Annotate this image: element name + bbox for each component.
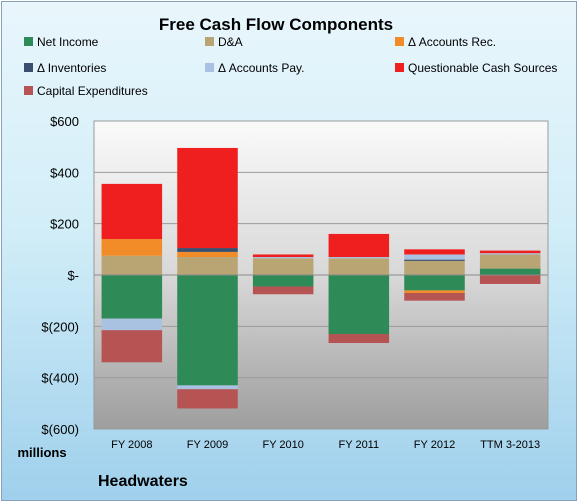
y-tick-label: $- (67, 268, 79, 283)
legend-label-inventories: Δ Inventories (37, 61, 106, 75)
bar-accounts-pay-fy-2010 (252, 257, 314, 259)
bar-net-income-fy-2010 (252, 275, 314, 287)
bar-accounts-rec-fy-2012 (404, 290, 465, 293)
bar-accounts-rec-fy-2008 (101, 239, 163, 256)
legend-swatch-d-a (205, 37, 214, 46)
bar-accounts-pay-ttm-3-2013 (479, 253, 541, 255)
bar-d-a-fy-2011 (328, 258, 390, 275)
x-axis: FY 2008 FY 2009 FY 2010 FY 2011 FY 2012 TTM 3… (111, 439, 540, 451)
bar-d-a-fy-2008 (101, 255, 163, 275)
legend-label-accounts-rec: Δ Accounts Rec. (408, 35, 496, 49)
bar-d-a-fy-2010 (252, 258, 314, 275)
x-tick-label: FY 2012 (414, 439, 455, 451)
y-tick-label: $200 (50, 217, 79, 232)
bar-questionable-cash-sources-ttm-3-2013 (479, 250, 541, 254)
x-tick-label: FY 2010 (262, 439, 303, 451)
bar-net-income-ttm-3-2013 (479, 268, 541, 275)
bar-net-income-fy-2012 (404, 275, 465, 291)
legend-swatch-capital-expenditures (24, 86, 33, 95)
legend-label-net-income: Net Income (37, 35, 99, 49)
units-label: millions (17, 445, 66, 460)
company-label: Headwaters (98, 473, 188, 490)
y-tick-label: $600 (50, 114, 79, 129)
bar-inventories-fy-2009 (177, 248, 238, 252)
legend-swatch-net-income (24, 37, 33, 46)
bar-capital-expenditures-fy-2009 (177, 389, 238, 409)
legend-swatch-inventories (24, 63, 33, 72)
bar-accounts-rec-fy-2009 (177, 251, 238, 258)
bar-questionable-cash-sources-fy-2012 (404, 249, 465, 255)
x-tick-label: FY 2009 (187, 439, 228, 451)
y-tick-label: $(200) (41, 319, 79, 334)
x-tick-label: FY 2011 (339, 439, 380, 451)
bar-inventories-fy-2012 (404, 259, 465, 261)
y-tick-label: $(400) (41, 371, 79, 386)
legend-label-accounts-pay: Δ Accounts Pay. (218, 61, 305, 75)
bar-accounts-pay-fy-2008 (101, 318, 163, 331)
bar-questionable-cash-sources-fy-2008 (101, 183, 163, 240)
y-tick-label: $(600) (41, 422, 79, 437)
bar-accounts-pay-fy-2009 (177, 385, 238, 390)
bar-capital-expenditures-fy-2012 (404, 292, 465, 301)
bar-net-income-fy-2008 (101, 275, 163, 319)
bar-capital-expenditures-ttm-3-2013 (479, 275, 541, 284)
bar-accounts-pay-fy-2011 (328, 257, 390, 259)
legend-label-d-a: D&A (218, 35, 243, 49)
bar-capital-expenditures-fy-2010 (252, 286, 314, 295)
y-tick-label: $400 (50, 165, 79, 180)
bar-accounts-pay-fy-2012 (404, 254, 465, 260)
bar-net-income-fy-2009 (177, 275, 238, 386)
bar-questionable-cash-sources-fy-2011 (328, 233, 390, 258)
bar-capital-expenditures-fy-2008 (101, 330, 163, 363)
bar-d-a-fy-2012 (404, 260, 465, 275)
legend-label-questionable-cash-sources: Questionable Cash Sources (408, 61, 557, 75)
bar-questionable-cash-sources-fy-2009 (177, 147, 238, 249)
legend-swatch-accounts-rec (395, 37, 404, 46)
x-tick-label: TTM 3-2013 (480, 439, 540, 451)
legend-swatch-questionable-cash-sources (395, 63, 404, 72)
y-axis: $600 $400 $200 $- $(200) $(400) $(600) (41, 114, 79, 437)
x-tick-label: FY 2008 (111, 439, 152, 451)
legend-swatch-accounts-pay (205, 63, 214, 72)
legend-label-capital-expenditures: Capital Expenditures (37, 84, 148, 98)
bar-d-a-ttm-3-2013 (479, 254, 541, 269)
bar-net-income-fy-2011 (328, 275, 390, 335)
bar-d-a-fy-2009 (177, 257, 238, 275)
bars (101, 147, 541, 409)
bar-capital-expenditures-fy-2011 (328, 334, 390, 344)
bar-questionable-cash-sources-fy-2010 (252, 254, 314, 258)
legend: Net Income D&A Δ Accounts Rec. Δ Inventorie… (24, 35, 557, 98)
chart-title: Free Cash Flow Components (159, 15, 393, 34)
